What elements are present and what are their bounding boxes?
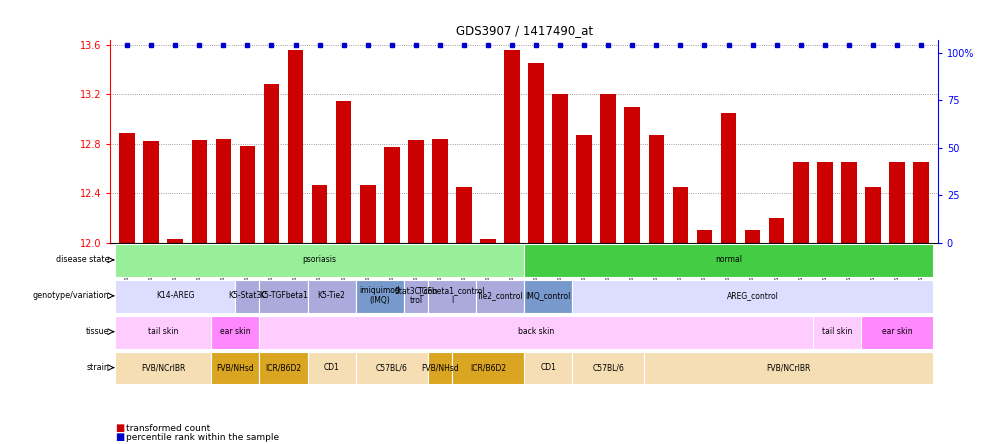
Text: FVB/NCrIBR: FVB/NCrIBR: [766, 363, 810, 372]
Bar: [384, 147, 399, 243]
Bar: [816, 163, 832, 243]
Bar: [264, 84, 279, 243]
Bar: [119, 133, 135, 243]
Bar: [452, 352, 523, 385]
Title: GDS3907 / 1417490_at: GDS3907 / 1417490_at: [455, 24, 592, 37]
Bar: [523, 280, 571, 313]
Text: AREG_control: AREG_control: [725, 291, 778, 300]
Bar: [167, 239, 183, 243]
Bar: [211, 316, 260, 349]
Text: FVB/NHsd: FVB/NHsd: [421, 363, 458, 372]
Bar: [115, 316, 211, 349]
Bar: [888, 163, 904, 243]
Text: strain: strain: [86, 363, 109, 372]
Text: tail skin: tail skin: [148, 327, 178, 336]
Bar: [860, 316, 932, 349]
Text: ear skin: ear skin: [881, 327, 911, 336]
Bar: [360, 185, 375, 243]
Bar: [115, 245, 523, 277]
Bar: [211, 352, 260, 385]
Bar: [600, 94, 615, 243]
Bar: [115, 280, 235, 313]
Text: percentile rank within the sample: percentile rank within the sample: [126, 433, 280, 442]
Text: TGFbeta1_control
l: TGFbeta1_control l: [418, 286, 485, 305]
Bar: [624, 107, 639, 243]
Text: K5-Tie2: K5-Tie2: [318, 291, 346, 300]
Bar: [260, 316, 812, 349]
Bar: [404, 280, 428, 313]
Bar: [215, 139, 231, 243]
Bar: [523, 245, 932, 277]
Bar: [840, 163, 856, 243]
Bar: [552, 94, 567, 243]
Bar: [793, 163, 808, 243]
Bar: [191, 140, 207, 243]
Bar: [428, 352, 452, 385]
Bar: [576, 135, 591, 243]
Bar: [356, 352, 428, 385]
Text: CD1: CD1: [324, 363, 340, 372]
Bar: [523, 352, 571, 385]
Text: disease state: disease state: [56, 255, 109, 264]
Text: back skin: back skin: [517, 327, 554, 336]
Bar: [260, 280, 308, 313]
Bar: [528, 63, 543, 243]
Text: normal: normal: [714, 255, 741, 264]
Text: IMQ_control: IMQ_control: [525, 291, 570, 300]
Text: K5-Stat3C: K5-Stat3C: [228, 291, 267, 300]
Text: Tie2_control: Tie2_control: [476, 291, 523, 300]
Bar: [571, 280, 932, 313]
Bar: [571, 352, 643, 385]
Text: ■: ■: [115, 423, 124, 433]
Bar: [115, 352, 211, 385]
Bar: [672, 187, 687, 243]
Bar: [235, 280, 260, 313]
Bar: [648, 135, 663, 243]
Text: tail skin: tail skin: [821, 327, 851, 336]
Text: Stat3C_con
trol: Stat3C_con trol: [394, 286, 437, 305]
Text: psoriasis: psoriasis: [303, 255, 337, 264]
Bar: [812, 316, 860, 349]
Bar: [143, 141, 159, 243]
Text: C57BL/6: C57BL/6: [592, 363, 623, 372]
Bar: [428, 280, 476, 313]
Text: transformed count: transformed count: [126, 424, 210, 433]
Bar: [769, 218, 784, 243]
Text: K5-TGFbeta1: K5-TGFbeta1: [259, 291, 308, 300]
Text: FVB/NHsd: FVB/NHsd: [216, 363, 255, 372]
Bar: [480, 239, 495, 243]
Bar: [696, 230, 711, 243]
Text: imiquimod
(IMQ): imiquimod (IMQ): [359, 286, 400, 305]
Text: ICR/B6D2: ICR/B6D2: [470, 363, 506, 372]
Bar: [432, 139, 447, 243]
Bar: [912, 163, 928, 243]
Bar: [744, 230, 760, 243]
Bar: [288, 50, 303, 243]
Text: C57BL/6: C57BL/6: [376, 363, 407, 372]
Text: ICR/B6D2: ICR/B6D2: [266, 363, 302, 372]
Bar: [456, 187, 471, 243]
Text: ear skin: ear skin: [219, 327, 250, 336]
Text: CD1: CD1: [540, 363, 555, 372]
Bar: [504, 50, 519, 243]
Text: K14-AREG: K14-AREG: [156, 291, 194, 300]
Text: tissue: tissue: [86, 327, 109, 336]
Bar: [312, 185, 327, 243]
Bar: [260, 352, 308, 385]
Text: FVB/NCrIBR: FVB/NCrIBR: [141, 363, 185, 372]
Bar: [643, 352, 932, 385]
Bar: [356, 280, 404, 313]
Bar: [308, 280, 356, 313]
Bar: [476, 280, 523, 313]
Bar: [408, 140, 423, 243]
Text: ■: ■: [115, 432, 124, 442]
Bar: [239, 146, 255, 243]
Bar: [720, 113, 735, 243]
Bar: [864, 187, 880, 243]
Bar: [336, 100, 351, 243]
Bar: [308, 352, 356, 385]
Text: genotype/variation: genotype/variation: [33, 291, 109, 300]
